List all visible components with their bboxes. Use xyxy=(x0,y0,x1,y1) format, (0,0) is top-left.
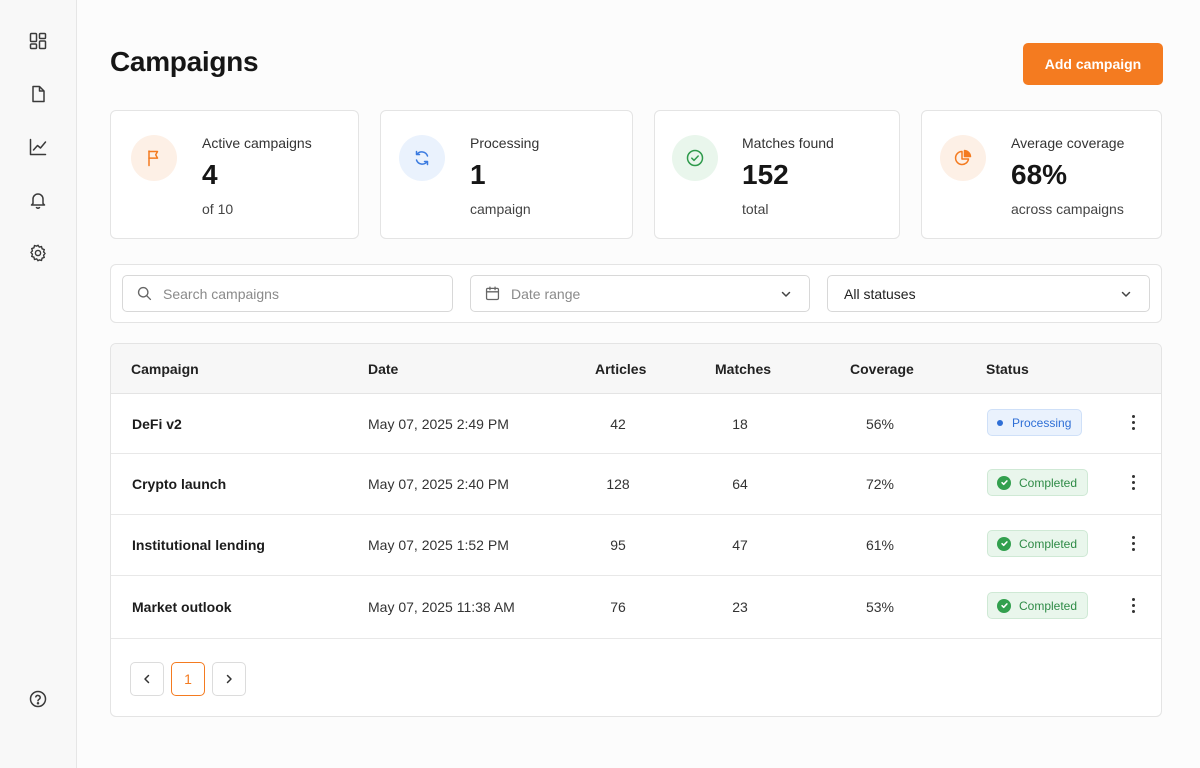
help-icon[interactable] xyxy=(26,687,50,711)
next-page-button[interactable] xyxy=(212,662,246,696)
check-circle-icon xyxy=(672,135,718,181)
stat-value: 68% xyxy=(1011,159,1068,190)
refresh-icon xyxy=(399,135,445,181)
more-options-icon[interactable] xyxy=(1123,411,1143,433)
stat-card-average-coverage: Average coverage 68% across campaigns xyxy=(921,110,1162,239)
column-header-coverage[interactable]: Coverage xyxy=(850,361,914,377)
stat-label: Average coverage xyxy=(1011,135,1125,151)
campaign-name[interactable]: Market outlook xyxy=(132,599,232,615)
column-header-status[interactable]: Status xyxy=(986,361,1029,377)
calendar-icon xyxy=(484,285,502,303)
stat-card-processing: Processing 1 campaign xyxy=(380,110,633,239)
column-header-matches[interactable]: Matches xyxy=(715,361,772,377)
chevron-right-icon xyxy=(226,674,232,684)
chevron-left-icon xyxy=(144,674,150,684)
status-label: Completed xyxy=(1019,475,1078,490)
more-options-icon[interactable] xyxy=(1123,594,1143,616)
campaign-articles: 128 xyxy=(606,476,630,492)
stat-card-active-campaigns: Active campaigns 4 of 10 xyxy=(110,110,359,239)
search-field[interactable] xyxy=(122,275,453,312)
page-button-current[interactable]: 1 xyxy=(171,662,205,696)
page-title: Campaigns xyxy=(110,46,259,77)
status-label: Completed xyxy=(1019,536,1078,551)
more-options-icon[interactable] xyxy=(1123,471,1143,493)
check-icon xyxy=(997,598,1011,613)
search-input[interactable] xyxy=(163,285,452,302)
campaign-articles: 95 xyxy=(610,537,626,553)
search-icon xyxy=(136,285,154,303)
pie-chart-icon xyxy=(940,135,986,181)
column-header-date[interactable]: Date xyxy=(368,361,399,377)
status-select-value: All statuses xyxy=(844,285,916,302)
stat-subtext: total xyxy=(742,201,769,217)
campaign-date: May 07, 2025 2:49 PM xyxy=(368,416,509,432)
add-campaign-button[interactable]: Add campaign xyxy=(1023,43,1163,85)
status-badge: Completed xyxy=(987,592,1089,619)
flag-icon xyxy=(131,135,177,181)
document-icon[interactable] xyxy=(26,82,50,106)
table-row[interactable]: Market outlook May 07, 2025 11:38 AM 76 … xyxy=(111,576,1161,639)
campaign-matches: 47 xyxy=(732,537,748,553)
stat-subtext: of 10 xyxy=(202,201,234,217)
table-row[interactable]: DeFi v2 May 07, 2025 2:49 PM 42 18 56% P… xyxy=(111,394,1161,454)
more-options-icon[interactable] xyxy=(1123,532,1143,554)
status-badge: Completed xyxy=(987,530,1089,557)
campaign-coverage: 72% xyxy=(865,476,895,492)
table-row[interactable]: Institutional lending May 07, 2025 1:52 … xyxy=(111,515,1161,576)
analytics-icon[interactable] xyxy=(26,135,50,159)
status-label: Completed xyxy=(1019,598,1078,613)
campaign-coverage: 53% xyxy=(865,599,895,615)
date-range-select[interactable]: Date range xyxy=(470,275,810,312)
bell-icon[interactable] xyxy=(26,188,50,212)
table-row[interactable]: Crypto launch May 07, 2025 2:40 PM 128 6… xyxy=(111,454,1161,515)
stat-label: Matches found xyxy=(742,135,834,151)
stat-label: Processing xyxy=(470,135,540,151)
column-header-articles[interactable]: Articles xyxy=(595,361,647,377)
chevron-down-icon xyxy=(779,287,793,301)
column-header-campaign[interactable]: Campaign xyxy=(131,361,199,377)
chevron-down-icon xyxy=(1119,287,1133,301)
date-range-placeholder: Date range xyxy=(511,285,581,302)
status-badge: Completed xyxy=(987,469,1089,496)
campaign-name[interactable]: DeFi v2 xyxy=(132,416,182,432)
campaign-articles: 42 xyxy=(610,416,626,432)
campaign-name[interactable]: Crypto launch xyxy=(132,476,227,492)
campaign-matches: 64 xyxy=(732,476,748,492)
dashboard-icon[interactable] xyxy=(26,29,50,53)
check-icon xyxy=(997,536,1011,551)
campaign-name[interactable]: Institutional lending xyxy=(132,537,265,553)
stat-value: 152 xyxy=(742,159,789,190)
status-dot-icon xyxy=(997,419,1003,426)
stat-value: 1 xyxy=(470,159,486,190)
main-content: Campaigns Add campaign Active campaigns … xyxy=(77,0,1200,768)
campaign-matches: 18 xyxy=(732,416,748,432)
sidebar xyxy=(0,0,77,768)
stat-subtext: across campaigns xyxy=(1011,201,1124,217)
campaigns-table: Campaign Date Articles Matches Coverage … xyxy=(110,343,1162,717)
stat-label: Active campaigns xyxy=(202,135,312,151)
status-label: Processing xyxy=(1012,415,1072,430)
filter-bar: Date range All statuses xyxy=(110,264,1162,323)
campaign-articles: 76 xyxy=(610,599,626,615)
campaign-matches: 23 xyxy=(732,599,748,615)
stat-card-matches-found: Matches found 152 total xyxy=(654,110,900,239)
status-select[interactable]: All statuses xyxy=(827,275,1150,312)
gear-icon[interactable] xyxy=(26,241,50,265)
stat-subtext: campaign xyxy=(470,201,531,217)
campaign-date: May 07, 2025 11:38 AM xyxy=(368,599,515,615)
check-icon xyxy=(997,475,1011,490)
campaign-date: May 07, 2025 2:40 PM xyxy=(368,476,509,492)
status-badge: Processing xyxy=(987,409,1083,436)
previous-page-button[interactable] xyxy=(130,662,164,696)
stat-value: 4 xyxy=(202,159,218,190)
campaign-coverage: 61% xyxy=(865,537,895,553)
campaign-coverage: 56% xyxy=(865,416,895,432)
table-header: Campaign Date Articles Matches Coverage … xyxy=(111,344,1161,394)
campaign-date: May 07, 2025 1:52 PM xyxy=(368,537,509,553)
